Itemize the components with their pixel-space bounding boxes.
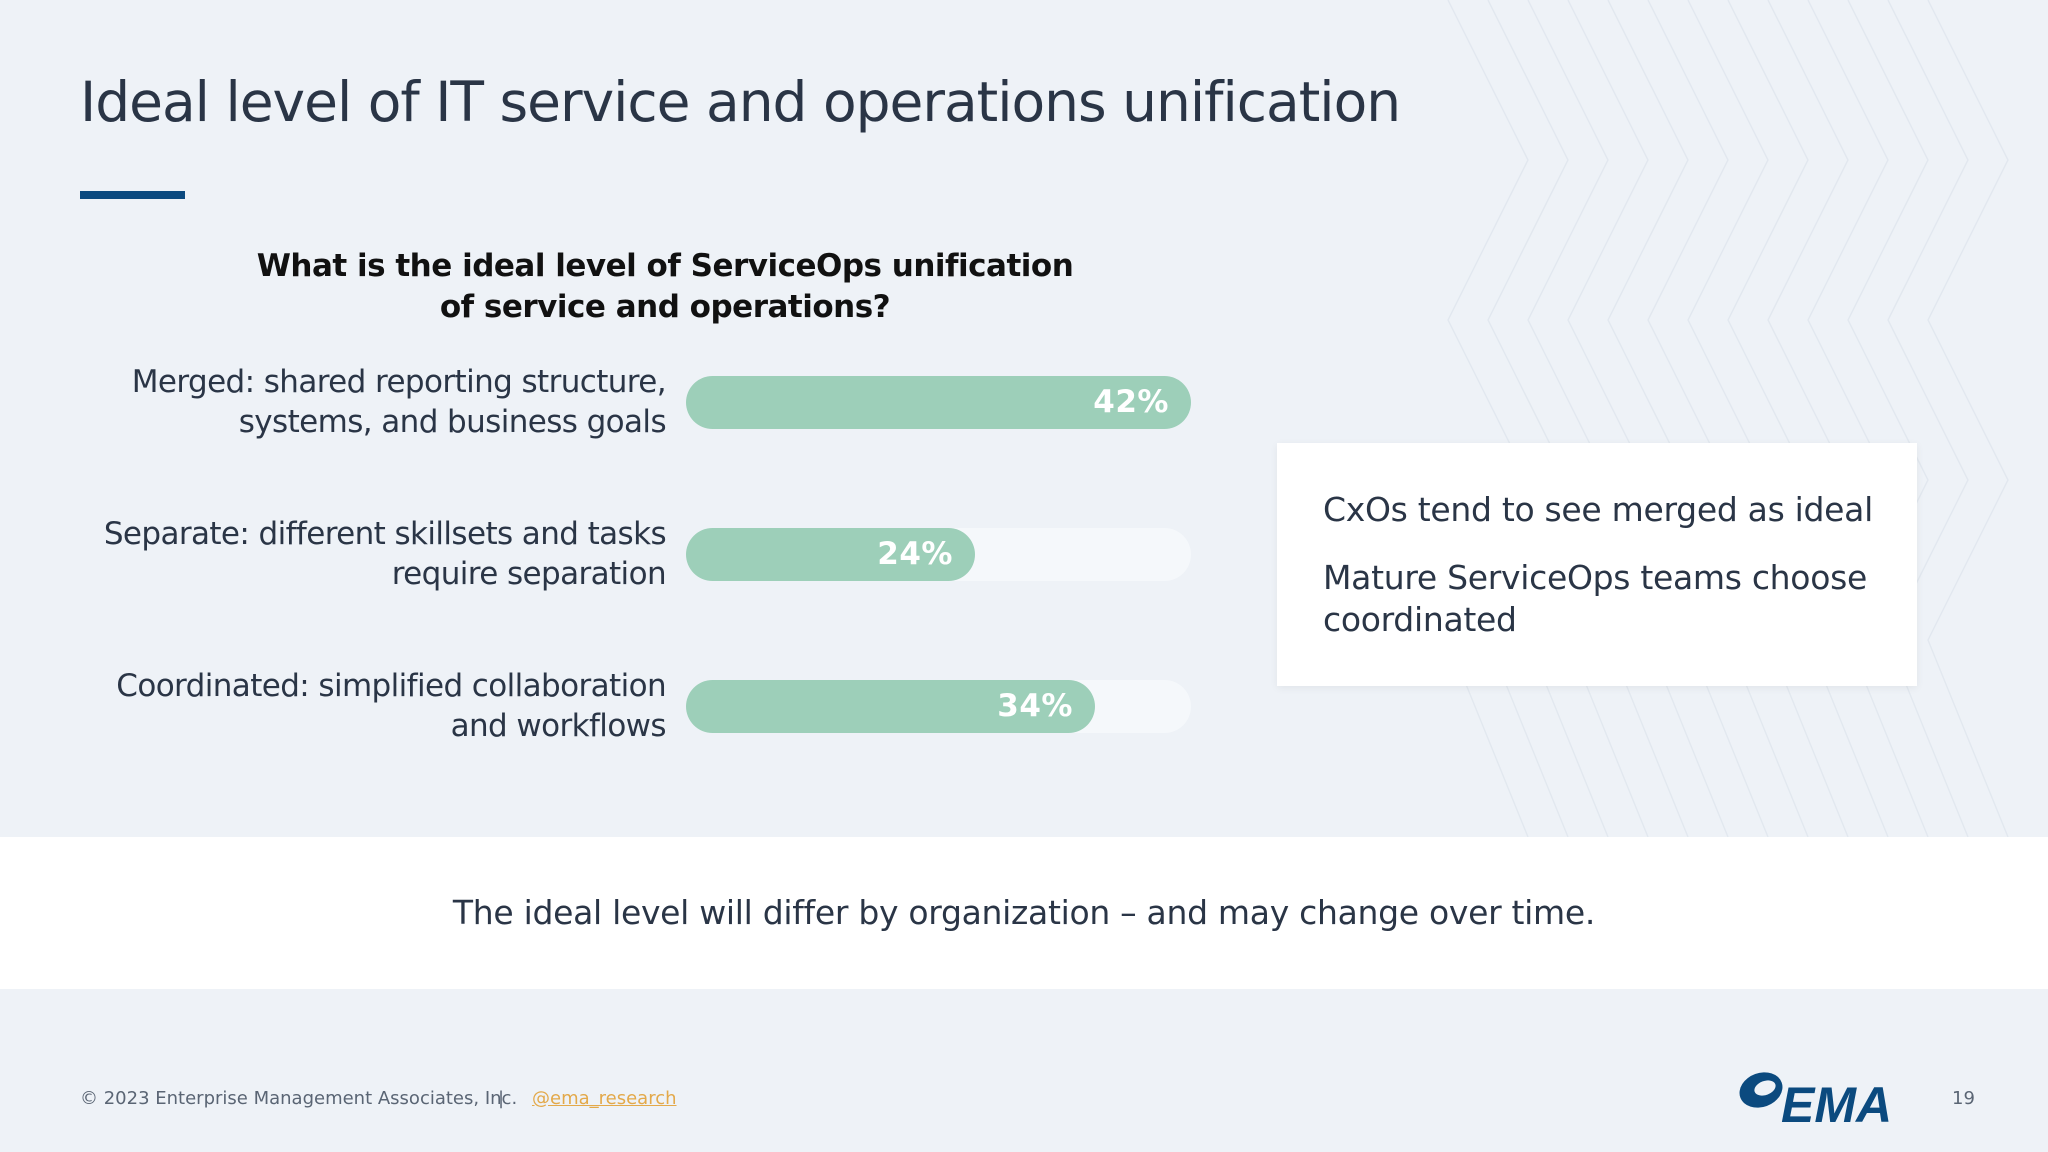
bar-track: 34% bbox=[686, 680, 1191, 733]
callout-line: CxOs tend to see merged as ideal bbox=[1323, 490, 1873, 529]
title-accent-rule bbox=[80, 191, 185, 199]
chart-title-line: What is the ideal level of ServiceOps un… bbox=[256, 248, 1074, 284]
takeaway-text: The ideal level will differ by organizat… bbox=[452, 893, 1596, 932]
bar: 24% bbox=[686, 528, 975, 581]
ema-logo: EMA bbox=[1739, 1072, 1892, 1128]
category-label: Merged: shared reporting structure, syste… bbox=[40, 362, 667, 442]
bar-value-label: 24% bbox=[877, 536, 953, 572]
chart-title: What is the ideal level of ServiceOps un… bbox=[240, 246, 1090, 328]
callout-line: Mature ServiceOps teams choose coordinat… bbox=[1323, 558, 1867, 639]
bar-value-label: 42% bbox=[1093, 384, 1169, 420]
bar-chart: Merged: shared reporting structure, syste… bbox=[40, 362, 1191, 746]
category-label: Coordinated: simplified collaboration and… bbox=[40, 666, 666, 746]
twitter-handle-link[interactable]: @ema_research bbox=[532, 1088, 677, 1109]
bar-track: 24% bbox=[686, 528, 1191, 581]
takeaway-band: The ideal level will differ by organizat… bbox=[0, 837, 2048, 989]
category-label-line: and workflows bbox=[450, 708, 667, 744]
footer-separator: | bbox=[498, 1088, 505, 1109]
page-number: 19 bbox=[1952, 1088, 1975, 1109]
category-label-line: systems, and business goals bbox=[238, 404, 667, 440]
copyright-text: © 2023 Enterprise Management Associates,… bbox=[80, 1088, 518, 1109]
category-label-line: Separate: different skillsets and tasks bbox=[103, 516, 667, 552]
callout-box: CxOs tend to see merged as ideal Mature … bbox=[1277, 443, 1917, 686]
bar-track: 42% bbox=[686, 376, 1191, 429]
bar: 42% bbox=[686, 376, 1191, 429]
category-label-line: Merged: shared reporting structure, bbox=[131, 364, 667, 400]
category-label-line: Coordinated: simplified collaboration bbox=[116, 668, 666, 704]
logo-wordmark: EMA bbox=[1781, 1077, 1892, 1128]
slide-title: Ideal level of IT service and operations… bbox=[80, 70, 1401, 134]
category-label-line: require separation bbox=[391, 556, 667, 592]
bar-value-label: 34% bbox=[997, 688, 1073, 724]
bar: 34% bbox=[686, 680, 1095, 733]
chart-title-line: of service and operations? bbox=[439, 289, 891, 325]
category-label: Separate: different skillsets and tasks r… bbox=[40, 514, 667, 594]
